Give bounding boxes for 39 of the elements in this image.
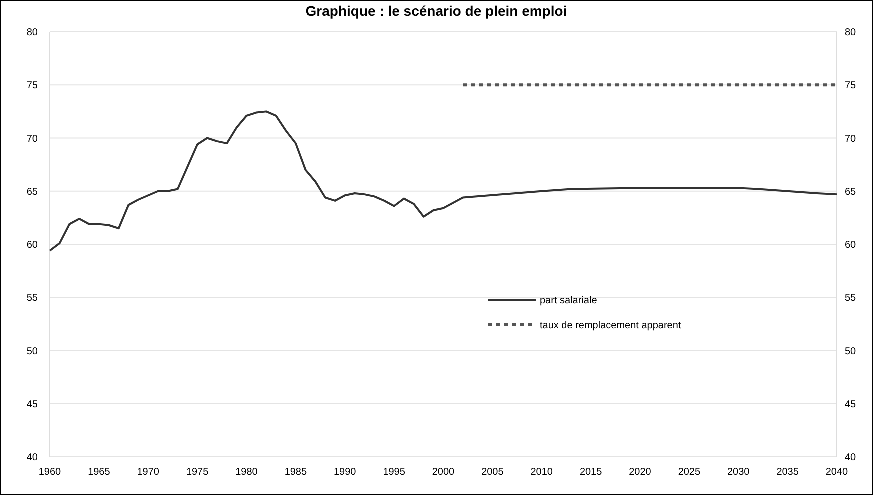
- y2-tick-label: 70: [845, 134, 857, 145]
- x-tick-label: 1970: [137, 467, 160, 478]
- y-tick-label: 50: [26, 346, 38, 358]
- x-tick-label: 1995: [383, 467, 406, 478]
- legend-label: part salariale: [540, 296, 598, 306]
- x-tick-label: 2035: [776, 467, 800, 478]
- y-tick-label: 75: [26, 80, 38, 92]
- y2-tick-label: 40: [845, 452, 857, 464]
- y2-tick-label: 45: [845, 399, 857, 410]
- x-tick-label: 2040: [826, 467, 849, 478]
- x-tick-label: 2015: [580, 467, 603, 478]
- y-tick-label: 60: [26, 240, 38, 251]
- y-tick-label: 65: [26, 186, 38, 198]
- y-tick-label: 70: [26, 134, 38, 145]
- y2-tick-label: 60: [845, 240, 857, 251]
- y2-tick-label: 50: [845, 346, 857, 358]
- y2-tick-label: 75: [845, 80, 857, 92]
- chart-title: Graphique : le scénario de plein emploi: [306, 3, 568, 19]
- x-tick-label: 1975: [186, 467, 210, 478]
- y-tick-label: 55: [26, 293, 38, 304]
- x-tick-label: 2030: [728, 467, 750, 478]
- y-tick-label: 40: [26, 452, 38, 464]
- x-tick-label: 2000: [432, 467, 456, 478]
- x-tick-label: 1990: [334, 467, 357, 478]
- x-tick-label: 2025: [678, 467, 701, 478]
- y-tick-label: 45: [26, 399, 38, 410]
- x-tick-label: 2010: [530, 467, 554, 478]
- y2-tick-label: 80: [845, 28, 857, 38]
- x-tick-label: 2005: [482, 467, 504, 478]
- x-tick-label: 1965: [88, 467, 111, 478]
- y2-tick-label: 65: [845, 186, 857, 198]
- x-tick-label: 1985: [284, 467, 308, 478]
- x-tick-label: 2020: [629, 467, 652, 478]
- line-series: [49, 110, 838, 252]
- y-tick-label: 80: [26, 28, 38, 38]
- legend-label: taux de remplacement apparent: [540, 320, 682, 332]
- x-tick-label: 1960: [38, 467, 62, 478]
- y2-tick-label: 55: [845, 293, 857, 304]
- x-tick-label: 1980: [236, 467, 258, 478]
